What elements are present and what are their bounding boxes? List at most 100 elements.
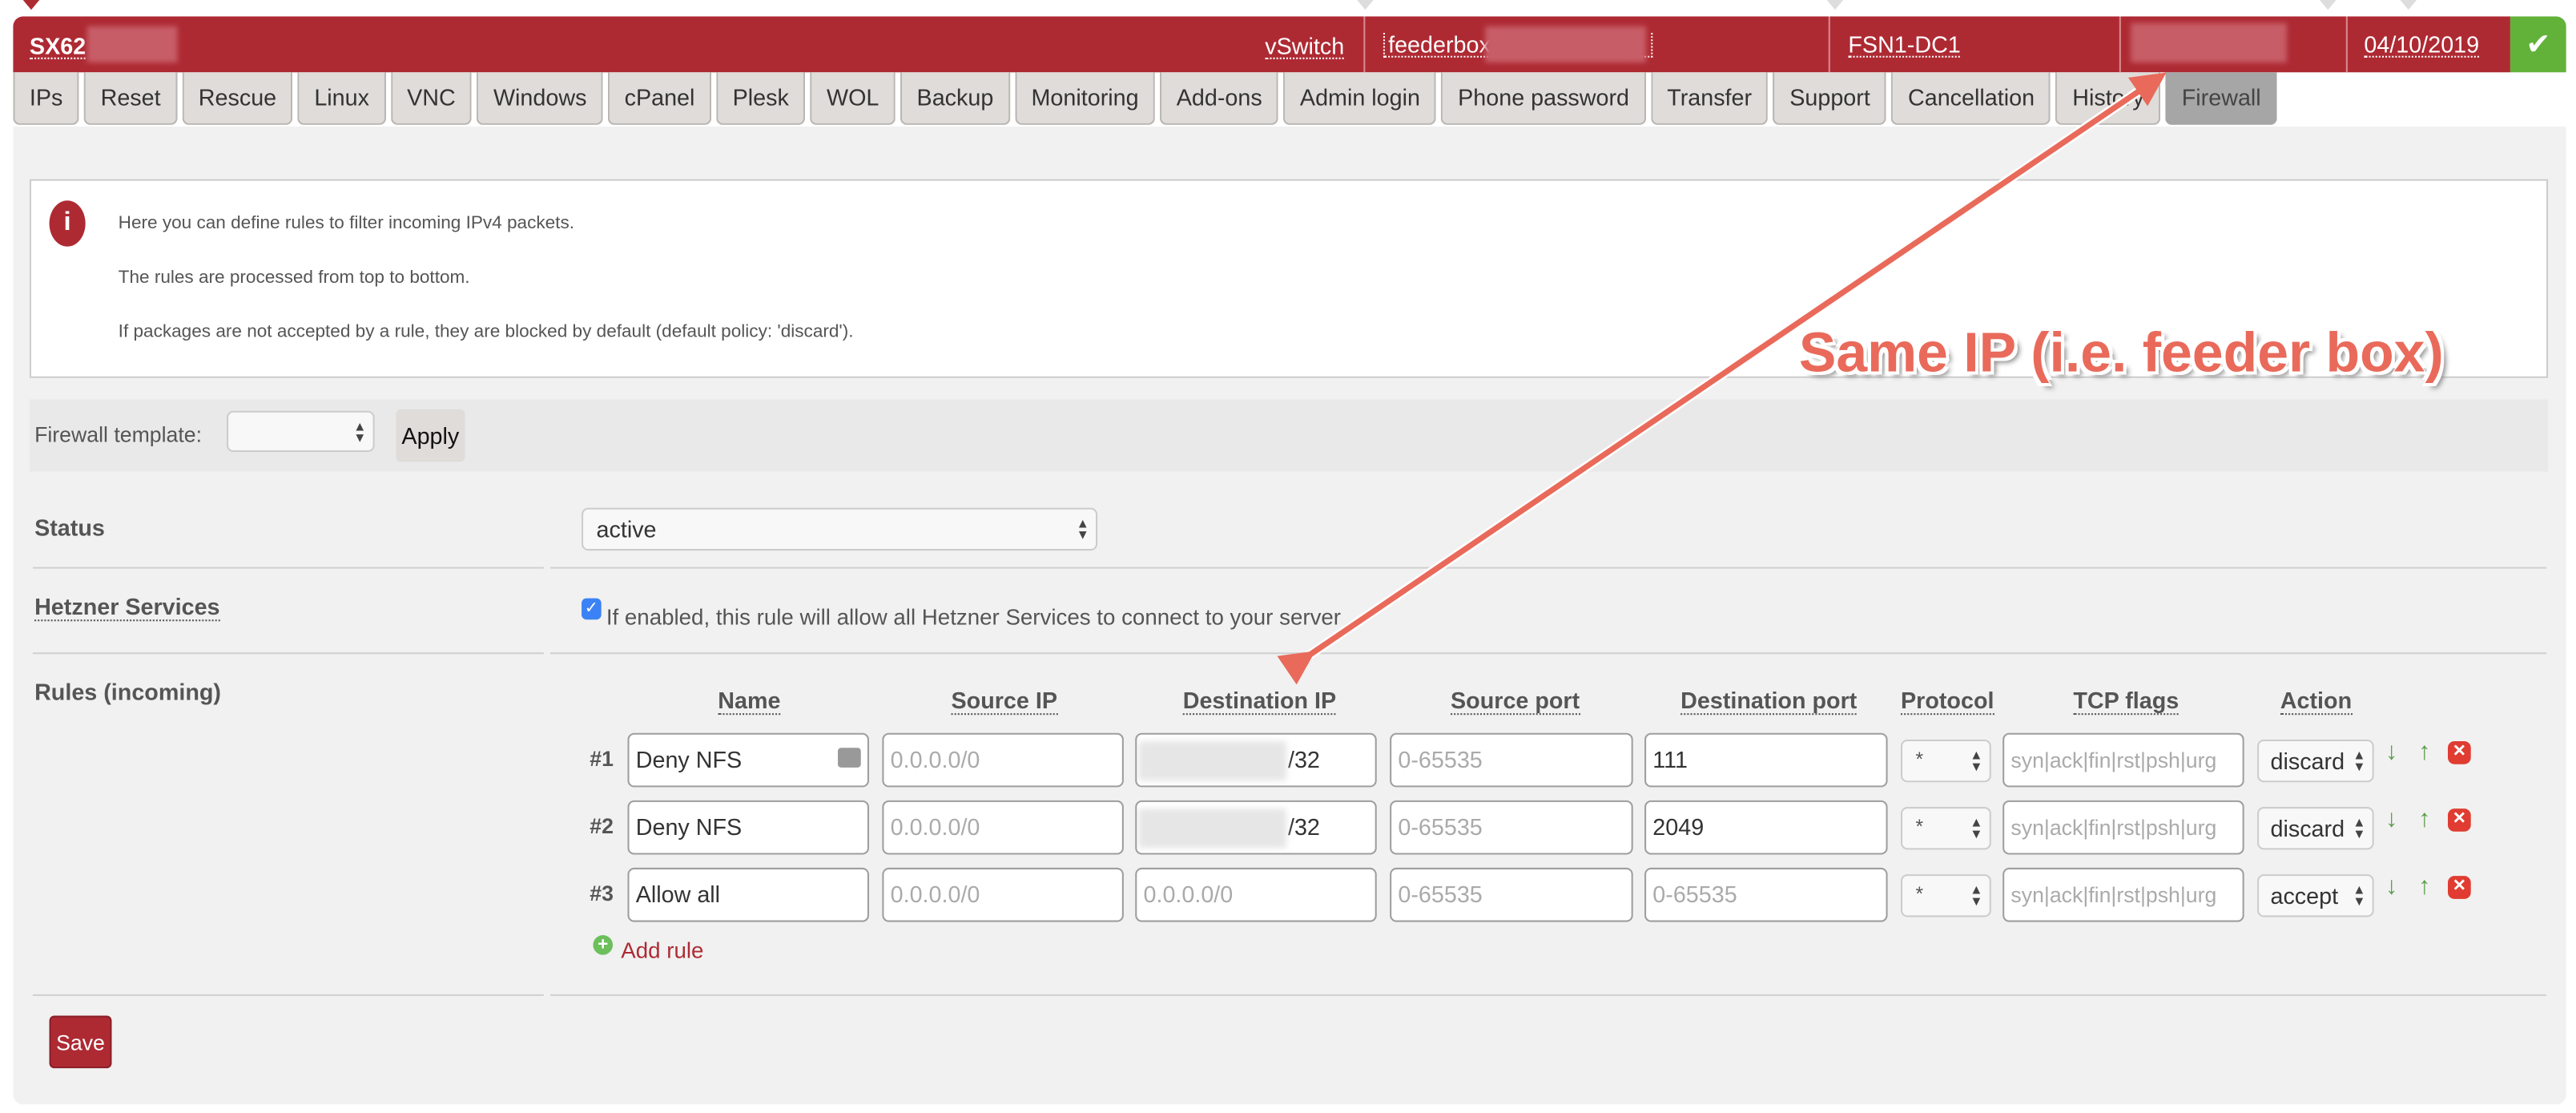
tab-plesk[interactable]: Plesk [716, 72, 806, 125]
tab-vnc[interactable]: VNC [390, 72, 473, 125]
tab-reset[interactable]: Reset [84, 72, 178, 125]
tab-monitoring[interactable]: Monitoring [1015, 72, 1156, 125]
protocol-select[interactable]: * ▲ ▼ [1901, 874, 1991, 917]
status-select[interactable]: active ▲ ▼ [582, 507, 1098, 551]
updown-icon: ▲ ▼ [1076, 516, 1089, 542]
tab-firewall[interactable]: Firewall [2165, 72, 2278, 125]
destination-port-value: 2049 [1652, 813, 1705, 841]
marker-icon [2320, 0, 2337, 10]
action-select[interactable]: discard ▲ ▼ [2257, 807, 2374, 850]
tab-windows[interactable]: Windows [477, 72, 603, 125]
source-ip-input[interactable]: 0.0.0.0/0 [882, 800, 1124, 855]
hostname-text: feederbox [1388, 30, 1491, 58]
move-up-icon[interactable]: ↑ [2418, 737, 2431, 766]
apply-button[interactable]: Apply [396, 409, 465, 462]
tab-ips[interactable]: IPs [13, 72, 79, 125]
info-line: If packages are not accepted by a rule, … [118, 321, 854, 342]
col-name: Name [718, 687, 781, 716]
updown-icon: ▲ ▼ [353, 417, 367, 445]
action-select[interactable]: accept ▲ ▼ [2257, 874, 2374, 917]
move-down-icon[interactable]: ↓ [2385, 737, 2398, 766]
marker-icon [22, 0, 40, 10]
protocol-select[interactable]: * ▲ ▼ [1901, 807, 1991, 850]
col-source-port: Source port [1451, 687, 1580, 716]
tab-linux[interactable]: Linux [297, 72, 386, 125]
rule-name-input[interactable]: Deny NFS [627, 732, 869, 788]
rule-name-value: Allow all [635, 881, 721, 908]
destination-port-input[interactable]: 2049 [1644, 800, 1888, 855]
protocol-value: * [1915, 815, 1924, 839]
source-ip-input[interactable]: 0.0.0.0/0 [882, 732, 1124, 788]
add-rule-link[interactable]: Add rule [621, 938, 704, 963]
redacted-ip [1138, 809, 1286, 849]
template-select[interactable]: ▲ ▼ [227, 410, 375, 453]
rule-number: #1 [590, 746, 614, 771]
divider [33, 994, 544, 996]
info-line: Here you can define rules to filter inco… [118, 213, 575, 234]
vswitch-link[interactable]: vSwitch [1265, 33, 1345, 59]
date-link[interactable]: 04/10/2019 [2364, 30, 2480, 58]
source-ip-input[interactable]: 0.0.0.0/0 [882, 867, 1124, 922]
tab-wol[interactable]: WOL [810, 72, 896, 125]
datacenter-link[interactable]: FSN1-DC1 [1848, 30, 1961, 58]
updown-icon: ▲ ▼ [2353, 815, 2366, 842]
move-down-icon[interactable]: ↓ [2385, 805, 2398, 833]
action-value: discard [2270, 815, 2345, 842]
col-tcp-flags: TCP flags [2073, 687, 2180, 716]
source-port-input[interactable]: 0-65535 [1390, 732, 1633, 788]
rule-name-input[interactable]: Deny NFS [627, 800, 869, 855]
updown-icon: ▲ ▼ [2353, 748, 2366, 775]
source-port-input[interactable]: 0-65535 [1390, 800, 1633, 855]
destination-port-input[interactable]: 111 [1644, 732, 1888, 788]
action-value: accept [2270, 882, 2339, 909]
double-arrow [1277, 72, 2167, 685]
checkmark-icon: ✔ [2510, 16, 2566, 73]
destination-ip-suffix: /32 [1287, 746, 1320, 772]
move-up-icon[interactable]: ↑ [2418, 873, 2431, 901]
tcp-flags-input[interactable]: syn|ack|fin|rst|psh|urg [2002, 800, 2244, 855]
source-port-input[interactable]: 0-65535 [1390, 867, 1633, 922]
add-icon[interactable]: + [593, 935, 614, 955]
delete-icon[interactable]: ✕ [2447, 809, 2471, 832]
placeholder: 0.0.0.0/0 [890, 813, 980, 841]
destination-ip-input[interactable]: /32 [1135, 732, 1377, 788]
marker-icon [2400, 0, 2417, 10]
redacted-hostname [1485, 26, 1647, 63]
protocol-select[interactable]: * ▲ ▼ [1901, 739, 1991, 783]
rule-name-input[interactable]: Allow all [627, 867, 869, 922]
rule-name-value: Deny NFS [635, 746, 743, 772]
placeholder: 0.0.0.0/0 [890, 746, 980, 772]
tab-backup[interactable]: Backup [900, 72, 1010, 125]
redacted-ip [1138, 741, 1286, 781]
updown-icon: ▲ ▼ [1970, 882, 1983, 909]
move-up-icon[interactable]: ↑ [2418, 805, 2431, 833]
action-select[interactable]: discard ▲ ▼ [2257, 739, 2374, 783]
tab-add-ons[interactable]: Add-ons [1160, 72, 1279, 125]
server-name-link[interactable]: SX62 [29, 33, 87, 59]
delete-icon[interactable]: ✕ [2447, 741, 2471, 764]
delete-icon[interactable]: ✕ [2447, 876, 2471, 899]
col-source-ip: Source IP [951, 687, 1058, 716]
destination-ip-input[interactable]: /32 [1135, 800, 1377, 855]
tab-cpanel[interactable]: cPanel [608, 72, 711, 125]
rules-label: Rules (incoming) [34, 679, 221, 705]
updown-icon: ▲ ▼ [1970, 748, 1983, 775]
tcp-flags-input[interactable]: syn|ack|fin|rst|psh|urg [2002, 867, 2244, 922]
tcp-flags-input[interactable]: syn|ack|fin|rst|psh|urg [2002, 732, 2244, 788]
destination-port-value: 111 [1652, 746, 1688, 772]
template-label: Firewall template: [34, 422, 203, 447]
protocol-value: * [1915, 748, 1924, 771]
destination-port-input[interactable]: 0-65535 [1644, 867, 1888, 922]
placeholder: syn|ack|fin|rst|psh|urg [2010, 748, 2217, 772]
save-button[interactable]: Save [49, 1015, 112, 1069]
hetzner-checkbox[interactable]: ✓ [582, 598, 602, 620]
move-down-icon[interactable]: ↓ [2385, 873, 2398, 901]
server-header: SX62 vSwitch feederbox FSN1-DC1 04/10/20… [13, 16, 2510, 73]
divider [550, 994, 2547, 996]
tab-rescue[interactable]: Rescue [182, 72, 293, 125]
placeholder: 0-65535 [1398, 746, 1483, 772]
rule-name-value: Deny NFS [635, 813, 743, 841]
destination-ip-input[interactable]: 0.0.0.0/0 [1135, 867, 1377, 922]
